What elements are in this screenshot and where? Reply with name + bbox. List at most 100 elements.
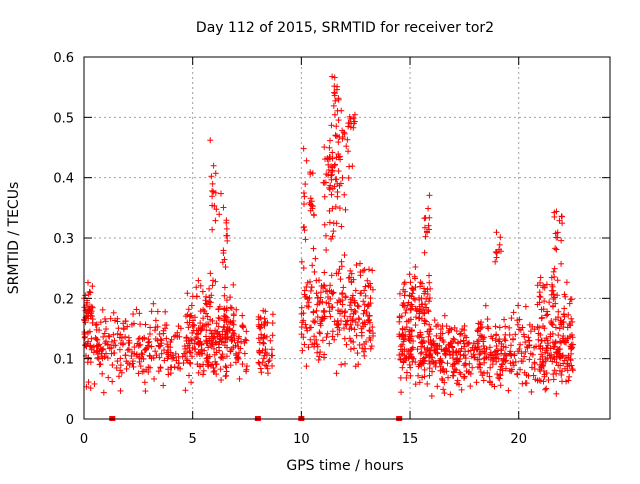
data-point xyxy=(536,289,543,296)
data-point xyxy=(305,303,312,310)
data-point xyxy=(419,374,426,381)
data-point xyxy=(303,363,310,370)
data-point xyxy=(431,317,438,324)
data-point xyxy=(300,310,307,317)
data-point xyxy=(351,307,358,314)
data-point xyxy=(409,285,416,292)
data-point xyxy=(543,312,550,319)
data-point xyxy=(148,343,155,350)
data-point xyxy=(492,355,499,362)
data-point xyxy=(156,331,163,338)
data-point xyxy=(105,374,112,381)
data-point xyxy=(423,304,430,311)
data-point xyxy=(445,329,452,336)
data-point xyxy=(299,347,306,354)
data-point xyxy=(333,86,340,93)
data-point xyxy=(461,375,468,382)
data-point xyxy=(322,288,329,295)
data-point xyxy=(497,234,504,241)
data-point xyxy=(206,337,213,344)
data-point xyxy=(500,355,507,362)
data-point xyxy=(366,328,373,335)
data-point xyxy=(109,361,116,368)
chart-title: Day 112 of 2015, SRMTID for receiver tor… xyxy=(196,20,494,36)
data-point xyxy=(106,333,113,340)
data-point xyxy=(338,263,345,270)
data-point xyxy=(544,342,551,349)
data-point xyxy=(146,330,153,337)
data-point xyxy=(558,321,565,328)
data-point xyxy=(361,307,368,314)
data-point xyxy=(108,338,115,345)
data-point xyxy=(322,232,329,239)
data-point xyxy=(145,364,152,371)
data-point xyxy=(329,149,336,156)
data-point xyxy=(303,157,310,164)
data-point xyxy=(514,321,521,328)
data-point xyxy=(476,356,483,363)
data-point xyxy=(548,320,555,327)
data-point xyxy=(331,111,338,118)
y-tick-label: 0.5 xyxy=(53,111,74,126)
data-point xyxy=(302,321,309,328)
data-point xyxy=(206,285,213,292)
data-point xyxy=(550,291,557,298)
data-point xyxy=(186,340,193,347)
data-point xyxy=(228,334,235,341)
data-point xyxy=(182,313,189,320)
data-point xyxy=(423,228,430,235)
data-point xyxy=(130,363,137,370)
data-point xyxy=(492,248,499,255)
data-point xyxy=(106,345,113,352)
data-point xyxy=(449,344,456,351)
data-point xyxy=(538,306,545,313)
data-point xyxy=(514,371,521,378)
data-point xyxy=(489,335,496,342)
data-point xyxy=(151,375,158,382)
data-point xyxy=(421,309,428,316)
data-point xyxy=(350,339,357,346)
data-point xyxy=(507,360,514,367)
data-point xyxy=(220,324,227,331)
data-point xyxy=(101,353,108,360)
data-point xyxy=(445,341,452,348)
data-point xyxy=(208,330,215,337)
data-point xyxy=(517,366,524,373)
data-point xyxy=(325,300,332,307)
data-point xyxy=(261,315,268,322)
data-point xyxy=(340,325,347,332)
data-point xyxy=(541,373,548,380)
data-point xyxy=(356,341,363,348)
data-point xyxy=(327,282,334,289)
data-point xyxy=(243,363,250,370)
data-point xyxy=(559,352,566,359)
data-point xyxy=(332,176,339,183)
data-point xyxy=(427,326,434,333)
data-point xyxy=(212,189,219,196)
data-point xyxy=(412,296,419,303)
data-point xyxy=(319,298,326,305)
data-point xyxy=(553,370,560,377)
data-point xyxy=(193,284,200,291)
data-point xyxy=(342,206,349,213)
data-point xyxy=(176,333,183,340)
data-point xyxy=(424,286,431,293)
data-point xyxy=(444,360,451,367)
data-point xyxy=(561,291,568,298)
data-point xyxy=(461,327,468,334)
data-point xyxy=(539,323,546,330)
data-point xyxy=(408,301,415,308)
data-point xyxy=(95,355,102,362)
data-point xyxy=(555,332,562,339)
data-point xyxy=(350,115,357,122)
data-point xyxy=(467,347,474,354)
data-point xyxy=(547,355,554,362)
data-point xyxy=(212,170,219,177)
data-point xyxy=(155,368,162,375)
data-point xyxy=(554,234,561,241)
data-point xyxy=(162,325,169,332)
data-point xyxy=(158,340,165,347)
data-point xyxy=(410,295,417,302)
data-point xyxy=(216,211,223,218)
data-point xyxy=(87,359,94,366)
